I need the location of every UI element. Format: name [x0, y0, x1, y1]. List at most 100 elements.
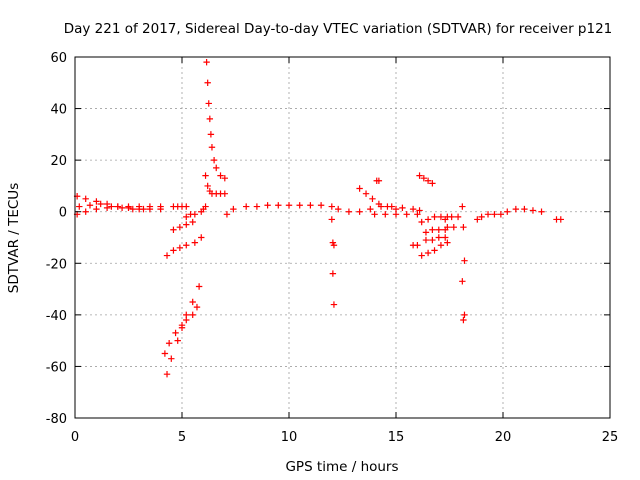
data-point [328, 216, 335, 223]
y-tick-label: 20 [50, 154, 67, 169]
data-point [330, 301, 338, 308]
series-arc-17-18 [442, 213, 462, 223]
data-point [422, 229, 430, 236]
data-point [183, 316, 190, 324]
data-point [369, 195, 376, 203]
data-point [163, 370, 171, 378]
x-tick-labels: 0 5 10 15 20 25 [71, 430, 618, 445]
data-point [93, 205, 100, 213]
data-point [275, 202, 282, 209]
series-arc-16-neg4 [422, 234, 449, 244]
data-point [356, 208, 363, 215]
data-point [375, 200, 383, 208]
series-arc-18-19 [474, 213, 485, 223]
data-point [208, 144, 216, 151]
x-tick-label: 10 [281, 430, 298, 445]
data-point [424, 177, 432, 184]
series-arc-4to6 [170, 203, 190, 210]
data-point [193, 303, 201, 311]
series-arc-14-lower [371, 211, 421, 218]
data-point [165, 340, 173, 347]
data-point [444, 239, 451, 246]
data-point [356, 185, 363, 192]
data-point [103, 204, 111, 212]
data-point [210, 156, 218, 164]
data-point [243, 203, 250, 210]
data-point [392, 211, 400, 218]
data-point [108, 203, 115, 210]
data-point [329, 270, 337, 277]
x-tick-label: 15 [388, 430, 405, 445]
data-point [367, 205, 374, 213]
y-tick-label: 60 [50, 51, 67, 66]
data-point [136, 203, 143, 210]
data-point [418, 252, 425, 259]
series-arc-low-1 [163, 283, 203, 378]
series-arc-16-neg2 [422, 226, 449, 236]
data-point [317, 202, 325, 209]
series-arc-14-12 [373, 177, 383, 184]
data-point [183, 203, 190, 210]
data-point [183, 221, 190, 228]
data-point [418, 218, 425, 226]
data-point [221, 190, 228, 197]
data-point [86, 202, 94, 209]
data-point [217, 172, 224, 179]
y-tick-label: -80 [46, 412, 67, 427]
data-point [129, 205, 136, 213]
data-point [442, 216, 449, 223]
data-point [444, 223, 451, 231]
data-point [459, 203, 466, 210]
data-point [202, 172, 209, 179]
y-tick-label: 40 [50, 103, 67, 118]
data-point [484, 211, 492, 218]
data-point [435, 234, 442, 241]
data-point [431, 247, 438, 254]
data-point [448, 213, 455, 221]
x-tick-label: 0 [71, 430, 79, 445]
data-point [538, 208, 545, 215]
chart-title: Day 221 of 2017, Sidereal Day-to-day VTE… [64, 21, 613, 37]
data-point [191, 211, 199, 218]
x-tick-label: 20 [495, 430, 512, 445]
data-point [424, 216, 432, 223]
y-tick-label: -20 [46, 257, 67, 272]
data-point [409, 205, 417, 213]
series-arc-16-neg3 [418, 239, 451, 259]
data-point [414, 211, 421, 218]
data-point [146, 203, 154, 210]
data-point [437, 242, 445, 249]
data-point [202, 203, 209, 210]
data-point [296, 202, 303, 209]
data-point [82, 208, 89, 215]
series-arc-19-20 [484, 211, 505, 218]
series-drop-18 [459, 203, 468, 324]
data-point [176, 223, 184, 231]
series-arc-short [183, 211, 199, 221]
data-point [264, 202, 271, 209]
data-point [422, 236, 430, 244]
data-point [195, 283, 203, 290]
data-point [371, 211, 378, 218]
data-point [223, 211, 231, 218]
data-point [174, 337, 181, 344]
data-point [157, 203, 164, 210]
data-point [460, 223, 467, 231]
axis-ticks [74, 56, 611, 419]
data-point [504, 208, 511, 215]
data-point [118, 204, 126, 212]
data-point [375, 177, 383, 184]
data-point [399, 204, 406, 212]
series-arc-20-22 [504, 205, 545, 215]
x-tick-label: 5 [178, 430, 186, 445]
y-tick-label: -60 [46, 360, 67, 375]
data-point [125, 203, 132, 210]
data-point [97, 200, 104, 208]
series-arc-mid-neg2 [170, 218, 196, 233]
data-points [73, 58, 564, 378]
data-point [206, 115, 214, 123]
data-point [170, 226, 177, 233]
y-tick-label: 0 [59, 206, 67, 221]
data-point [330, 242, 338, 249]
series-arc-low-2 [161, 303, 201, 357]
